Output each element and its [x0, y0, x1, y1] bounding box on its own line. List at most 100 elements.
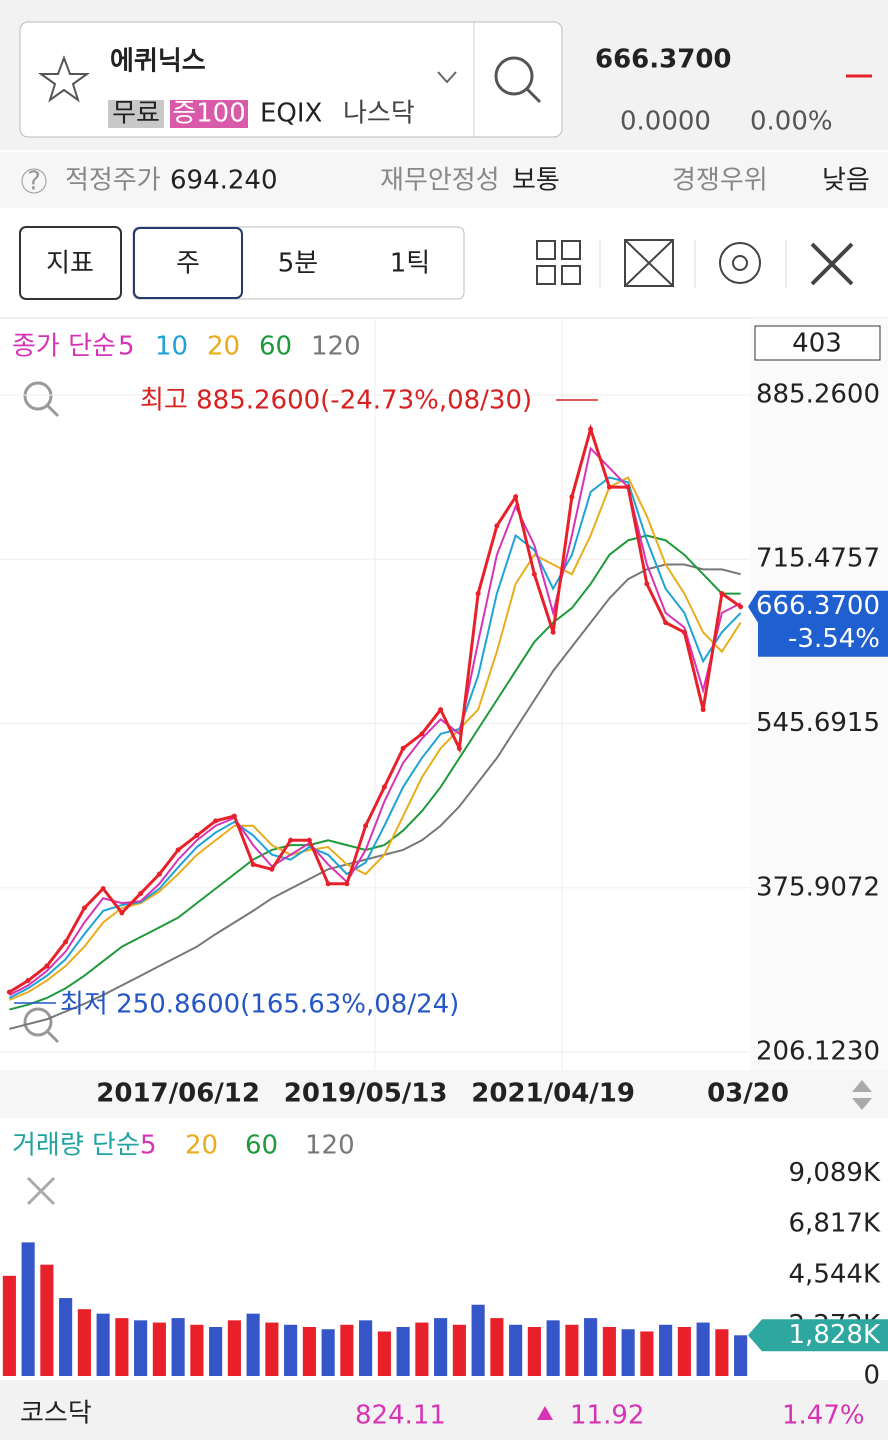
volume-bar — [621, 1329, 635, 1376]
settings-icon[interactable] — [719, 242, 761, 284]
volume-bar — [565, 1324, 579, 1376]
volume-bar — [696, 1322, 710, 1376]
volume-bar — [321, 1329, 335, 1376]
volume-bar — [659, 1324, 673, 1376]
price-point — [494, 523, 500, 529]
scroll-arrow[interactable] — [852, 1080, 872, 1092]
price-point — [381, 784, 387, 790]
axis-bg — [750, 318, 888, 1070]
volume-bar — [246, 1313, 260, 1376]
fair-value: 694.240 — [170, 166, 278, 196]
expand-icon[interactable] — [624, 239, 674, 287]
volume-bar — [584, 1318, 598, 1376]
volume-bar — [527, 1327, 541, 1376]
footer — [0, 1380, 888, 1440]
zoom-in-icon[interactable] — [23, 381, 53, 411]
price-point — [513, 494, 519, 500]
price-point — [175, 847, 181, 853]
price-point — [438, 707, 444, 713]
volume-bar — [471, 1304, 485, 1376]
price-point — [231, 813, 237, 819]
legend-item: 60 — [245, 1131, 278, 1161]
y-tick-label: 375.9072 — [756, 872, 880, 902]
price-point — [531, 571, 537, 577]
volume-bar — [452, 1324, 466, 1376]
x-axis-bg — [0, 1070, 888, 1118]
legend-item: 60 — [259, 332, 292, 362]
ma-line — [9, 563, 741, 1030]
volume-bar — [152, 1322, 166, 1376]
search-icon — [525, 87, 542, 104]
price-point — [625, 484, 631, 490]
x-tick-label: 03/20 — [707, 1079, 789, 1109]
star-icon[interactable] — [37, 55, 91, 103]
y-tick-label: 9,089K — [789, 1158, 881, 1188]
volume-bar — [715, 1329, 729, 1376]
dropdown[interactable] — [437, 71, 457, 84]
volume-bar — [59, 1298, 73, 1376]
volume-bar — [115, 1318, 129, 1376]
price-point — [681, 629, 687, 635]
legend-item: 5 — [140, 1131, 157, 1161]
period-label[interactable]: 5분 — [278, 249, 318, 279]
competition-value: 낮음 — [822, 166, 870, 196]
legend-item: 120 — [311, 332, 361, 362]
volume-bar — [77, 1309, 91, 1376]
period-button-active[interactable] — [133, 227, 243, 299]
price-point — [475, 591, 481, 597]
stability-value: 보통 — [512, 166, 560, 196]
volume-bar — [171, 1318, 185, 1376]
volume-bar — [340, 1324, 354, 1376]
symbol: EQIX — [260, 99, 322, 129]
price-point — [456, 745, 462, 751]
last-volume: 1,828K — [789, 1320, 881, 1350]
price-point — [25, 978, 31, 984]
volume-bar — [227, 1320, 241, 1376]
fair-label: 적정주가 — [65, 166, 161, 196]
x-tick-label: 2017/06/12 — [96, 1079, 260, 1109]
exchange: 나스닥 — [343, 99, 415, 129]
legend-item: 5 — [118, 332, 135, 362]
price-point — [156, 871, 162, 877]
search-icon[interactable] — [494, 56, 534, 96]
period-label[interactable]: 1틱 — [390, 249, 430, 279]
price-point — [119, 910, 125, 916]
volume-bar — [377, 1331, 391, 1376]
indicator-button[interactable] — [19, 226, 122, 300]
price-point — [6, 989, 12, 995]
price-point — [81, 905, 87, 911]
y-tick-label: 206.1230 — [756, 1037, 880, 1067]
up-arrow — [537, 1406, 553, 1420]
price-point — [644, 581, 650, 587]
help-icon[interactable] — [21, 168, 47, 194]
volume-bar — [434, 1318, 448, 1376]
legend-item: 120 — [305, 1131, 355, 1161]
low-annotation: 최저 250.8600(165.63%,08/24) — [60, 990, 459, 1020]
price-point — [550, 629, 556, 635]
volume-bar — [96, 1313, 110, 1376]
index-change-pct: 1.47% — [782, 1401, 865, 1431]
scroll-arrow[interactable] — [852, 1098, 872, 1110]
volume-bar — [490, 1318, 504, 1376]
price-point — [194, 832, 200, 838]
price-point — [138, 890, 144, 896]
price-point — [250, 861, 256, 867]
count-box — [754, 325, 881, 361]
y-tick-label: 4,544K — [789, 1259, 881, 1289]
tag: 무료 — [112, 99, 160, 129]
expand-icon — [624, 239, 674, 287]
legend-item: 20 — [185, 1131, 218, 1161]
price-point — [63, 939, 69, 945]
high-annotation: 최고 885.2600(-24.73%,08/30) — [140, 386, 532, 416]
price-point — [719, 591, 725, 597]
layout-icon[interactable] — [536, 240, 556, 260]
help-icon: ? — [27, 167, 41, 197]
volume-bar — [640, 1331, 654, 1376]
legend-item: 10 — [155, 332, 188, 362]
zoom-out-icon[interactable] — [23, 1007, 53, 1037]
x-tick-label: 2019/05/13 — [284, 1079, 448, 1109]
volume-bar — [509, 1324, 523, 1376]
volume-bar — [734, 1335, 748, 1376]
change: 0.0000 — [620, 107, 711, 137]
price-point — [325, 881, 331, 887]
